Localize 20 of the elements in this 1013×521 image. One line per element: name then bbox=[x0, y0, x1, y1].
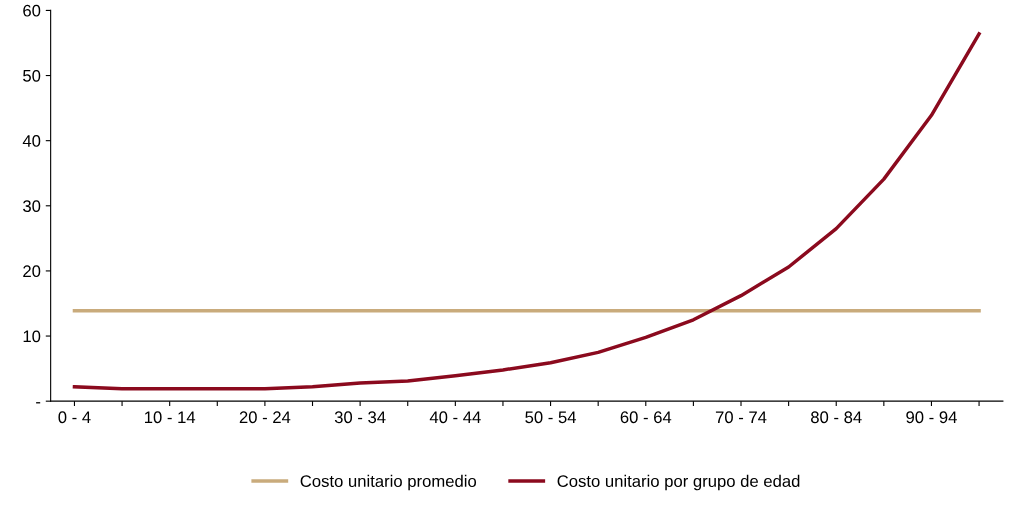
legend-label: Costo unitario por grupo de edad bbox=[557, 474, 800, 491]
x-tick-label: 70 - 74 bbox=[715, 411, 767, 424]
x-tick-label: 20 - 24 bbox=[239, 411, 291, 424]
y-tick-label: 10 bbox=[23, 330, 41, 343]
y-tick-label: 50 bbox=[23, 69, 41, 82]
y-tick-label: 60 bbox=[23, 4, 41, 17]
x-tick-label: 30 - 34 bbox=[334, 411, 386, 424]
y-tick-label: 30 bbox=[23, 200, 41, 212]
y-tick-label: 20 bbox=[23, 265, 41, 278]
x-tick-label: 40 - 44 bbox=[429, 411, 481, 424]
x-tick-label: 10 - 14 bbox=[145, 411, 196, 424]
x-tick-label: 60 - 64 bbox=[620, 411, 672, 424]
legend-label: Costo unitario promedio bbox=[300, 474, 477, 491]
line-series bbox=[72, 32, 981, 391]
x-tick-label: 80 - 84 bbox=[811, 411, 862, 424]
y-tick-label: 40 bbox=[22, 135, 41, 147]
x-tick-label: 50 - 54 bbox=[525, 411, 577, 424]
x-tick-label: 0 - 4 bbox=[58, 411, 91, 424]
y-tick-label: - bbox=[36, 402, 41, 404]
x-tick-label: 90 - 94 bbox=[906, 411, 957, 424]
